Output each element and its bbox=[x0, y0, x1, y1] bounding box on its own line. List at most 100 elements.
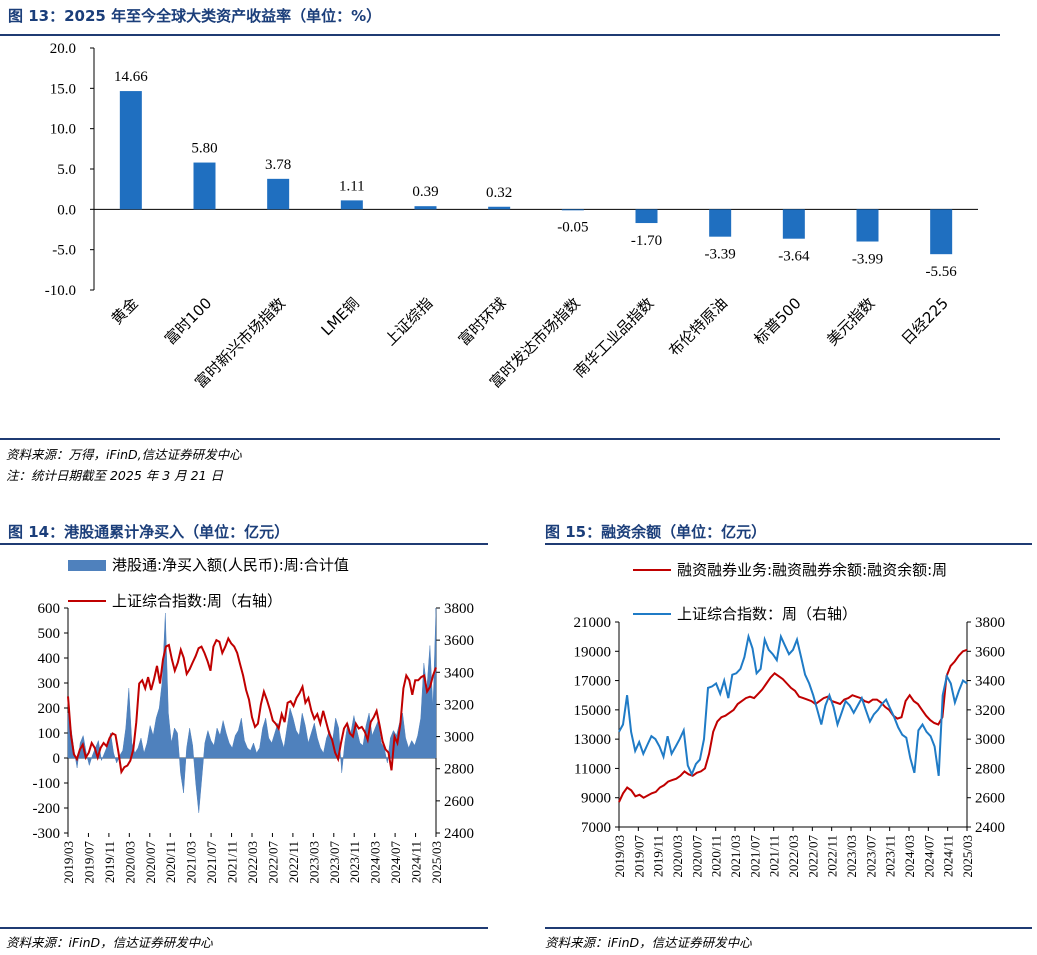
right-tick-label: 3000 bbox=[444, 730, 474, 746]
left-tick-label: -300 bbox=[33, 826, 61, 842]
x-tick-label: 2019/07 bbox=[81, 841, 96, 884]
bar bbox=[488, 206, 511, 210]
x-category-label: 上证综指 bbox=[381, 294, 436, 349]
figure-15-bottom-rule bbox=[545, 927, 1032, 929]
x-tick-label: 2020/07 bbox=[689, 835, 704, 878]
x-category-label: 日经225 bbox=[898, 294, 952, 348]
data-label: 3.78 bbox=[265, 157, 291, 173]
left-tick-label: 100 bbox=[38, 726, 61, 742]
right-tick-label: 2800 bbox=[444, 762, 474, 778]
x-tick-label: 2020/11 bbox=[163, 841, 178, 883]
x-tick-label: 2020/11 bbox=[709, 835, 724, 877]
x-tick-label: 2022/11 bbox=[825, 835, 840, 877]
x-tick-label: 2020/03 bbox=[122, 841, 137, 884]
data-label: -0.05 bbox=[557, 220, 588, 236]
x-tick-label: 2023/03 bbox=[844, 835, 859, 878]
x-tick-label: 2024/07 bbox=[921, 835, 936, 878]
x-tick-label: 2024/03 bbox=[368, 841, 383, 884]
x-tick-label: 2021/07 bbox=[747, 835, 762, 878]
x-tick-label: 2020/03 bbox=[670, 835, 685, 878]
figure-13-title: 图 13：2025 年至今全球大类资产收益率（单位：%） bbox=[8, 7, 382, 25]
legend-label-0: 港股通:净买入额(人民币):周:合计值 bbox=[112, 556, 349, 574]
right-tick-label: 2800 bbox=[975, 761, 1005, 777]
x-category-label: 富时环球 bbox=[455, 294, 510, 349]
x-tick-label: 2020/07 bbox=[143, 841, 158, 884]
bar bbox=[782, 209, 805, 239]
right-tick-label: 2600 bbox=[444, 794, 474, 810]
x-tick-label: 2019/07 bbox=[631, 835, 646, 878]
x-tick-label: 2019/11 bbox=[102, 841, 117, 883]
x-category-label: LME铜 bbox=[318, 294, 363, 339]
right-tick-label: 2400 bbox=[975, 820, 1005, 836]
data-label: -3.64 bbox=[778, 249, 810, 265]
left-tick-label: 11000 bbox=[574, 761, 611, 777]
figure-15-source: 资料来源：iFinD，信达证券研发中心 bbox=[545, 935, 752, 950]
right-tick-label: 2400 bbox=[444, 826, 474, 842]
left-tick-label: 19000 bbox=[574, 644, 612, 660]
left-tick-label: 0 bbox=[53, 751, 61, 767]
x-tick-label: 2022/11 bbox=[286, 841, 301, 883]
right-tick-label: 3800 bbox=[975, 615, 1005, 631]
bar bbox=[709, 209, 732, 237]
x-tick-label: 2021/11 bbox=[767, 835, 782, 877]
x-tick-label: 2024/03 bbox=[902, 835, 917, 878]
data-label: -1.70 bbox=[631, 233, 662, 249]
x-tick-label: 2022/03 bbox=[786, 835, 801, 878]
data-label: 0.32 bbox=[486, 185, 512, 201]
x-category-label: 布伦特原油 bbox=[665, 294, 731, 360]
left-tick-label: 400 bbox=[38, 651, 61, 667]
figure-13-source: 资料来源：万得，iFinD,信达证券研发中心 bbox=[6, 447, 242, 462]
bar bbox=[856, 209, 879, 242]
series-line-1 bbox=[67, 636, 437, 775]
y-tick-label: -10.0 bbox=[45, 283, 76, 299]
left-tick-label: 21000 bbox=[574, 615, 612, 631]
left-tick-label: 9000 bbox=[581, 791, 611, 807]
left-tick-label: 15000 bbox=[574, 703, 612, 719]
left-tick-label: 13000 bbox=[574, 732, 612, 748]
x-category-label: 南华工业品指数 bbox=[570, 294, 657, 381]
left-tick-label: 17000 bbox=[574, 674, 612, 690]
data-label: -5.56 bbox=[926, 264, 958, 280]
y-tick-label: 5.0 bbox=[57, 162, 76, 178]
x-category-label: 标普500 bbox=[750, 294, 804, 348]
y-tick-label: -5.0 bbox=[52, 243, 76, 259]
figure-14-title: 图 14：港股通累计净买入（单位：亿元） bbox=[8, 523, 290, 541]
x-tick-label: 2024/11 bbox=[409, 841, 424, 883]
x-tick-label: 2025/03 bbox=[960, 835, 975, 878]
x-tick-label: 2019/03 bbox=[612, 835, 627, 878]
data-label: -3.39 bbox=[705, 247, 736, 263]
figure-14-combo-chart: -300 -200 -100 0 100 200 300 400 500 600 2400 2600 2… bbox=[33, 556, 475, 884]
right-tick-label: 3800 bbox=[444, 601, 474, 617]
figure-15-line-chart: 7000 9000 11000 13000 15000 17000 19000 21000 24… bbox=[574, 561, 1006, 878]
x-tick-label: 2024/07 bbox=[388, 841, 403, 884]
data-label: 14.66 bbox=[114, 69, 148, 85]
bar bbox=[561, 209, 584, 211]
x-tick-label: 2023/11 bbox=[347, 841, 362, 883]
data-label: -3.99 bbox=[852, 252, 883, 268]
right-tick-label: 2600 bbox=[975, 791, 1005, 807]
bar bbox=[267, 178, 290, 210]
right-tick-label: 3600 bbox=[444, 633, 474, 649]
left-tick-label: 300 bbox=[38, 676, 61, 692]
right-tick-label: 3400 bbox=[975, 674, 1005, 690]
figure-13-bottom-rule bbox=[0, 438, 1000, 440]
y-tick-label: 15.0 bbox=[50, 81, 76, 97]
left-tick-label: 500 bbox=[38, 626, 61, 642]
x-tick-label: 2025/03 bbox=[429, 841, 444, 884]
x-tick-label: 2021/11 bbox=[225, 841, 240, 883]
y-tick-label: 20.0 bbox=[50, 41, 76, 57]
y-tick-label: 10.0 bbox=[50, 122, 76, 138]
data-label: 5.80 bbox=[191, 141, 217, 157]
left-tick-label: 200 bbox=[38, 701, 61, 717]
left-tick-label: -200 bbox=[33, 801, 61, 817]
x-tick-label: 2022/07 bbox=[265, 841, 280, 884]
x-tick-label: 2021/07 bbox=[204, 841, 219, 884]
x-tick-label: 2023/11 bbox=[883, 835, 898, 877]
figure-13-bar-chart: 14.66 5.80 3.78 1.11 0.39 0.32 -0.05 -1.70 -3.39… bbox=[45, 41, 978, 392]
figure-15-title: 图 15：融资余额（单位：亿元） bbox=[545, 523, 767, 541]
x-tick-label: 2023/07 bbox=[863, 835, 878, 878]
bar bbox=[340, 200, 363, 210]
x-category-label: 富时100 bbox=[161, 294, 215, 348]
right-tick-label: 3200 bbox=[975, 703, 1005, 719]
legend-swatch-0 bbox=[68, 560, 106, 571]
